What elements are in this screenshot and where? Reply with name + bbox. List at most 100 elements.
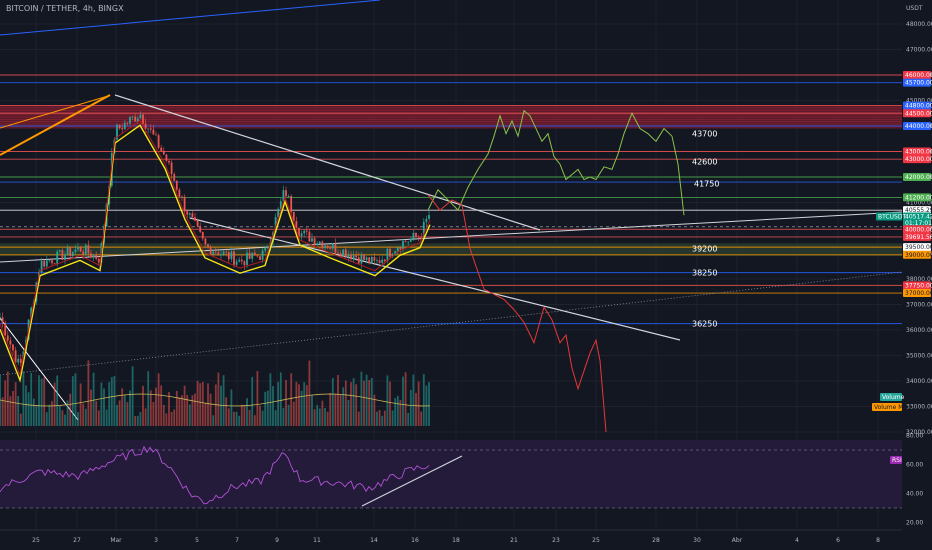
candle-body-118 <box>305 230 308 232</box>
price-tick-48000: 48000.00 <box>906 21 932 28</box>
yellow-ma-line <box>0 124 431 383</box>
candle-body-92 <box>238 259 241 262</box>
price-tag-bg-12 <box>903 225 931 234</box>
price-tag-6: 43000.00 <box>905 156 932 163</box>
blue-upper-trendline <box>0 0 381 36</box>
volume-bar-51 <box>131 366 134 426</box>
candle-body-61 <box>157 135 160 148</box>
volume-bar-89 <box>230 389 233 426</box>
candle-body-154 <box>399 247 402 250</box>
volume-bar-37 <box>95 400 98 426</box>
candle-body-23 <box>58 250 61 252</box>
volume-bar-70 <box>181 395 183 426</box>
candle-body-139 <box>360 255 363 264</box>
volume-bar-25 <box>64 414 66 426</box>
candle-body-137 <box>355 255 358 258</box>
volume-bar-11 <box>27 392 30 426</box>
candle-body-144 <box>373 256 376 261</box>
volume-bar-139 <box>360 371 363 426</box>
volume-bar-152 <box>394 398 397 426</box>
candle-body-29 <box>74 249 77 253</box>
volume-bar-109 <box>282 408 285 426</box>
volume-bar-161 <box>417 381 420 426</box>
volume-bar-57 <box>147 371 150 426</box>
volume-bar-22 <box>56 375 59 426</box>
candle-body-25 <box>64 254 66 260</box>
bullish-projection-path <box>427 109 685 216</box>
date-tick-14: 28 <box>652 537 660 544</box>
volume-bar-158 <box>409 389 412 426</box>
volume-bar-147 <box>381 415 384 426</box>
volume-bar-72 <box>186 395 189 426</box>
volume-bar-98 <box>253 415 256 426</box>
candle-body-128 <box>331 243 334 249</box>
candle-body-110 <box>285 190 287 197</box>
volume-bar-58 <box>149 390 152 426</box>
candle-body-145 <box>376 260 378 262</box>
candle-body-99 <box>256 255 259 257</box>
volume-bar-91 <box>235 411 238 426</box>
candle-body-3 <box>6 335 9 341</box>
volume-bar-16 <box>40 378 43 426</box>
moving-averages <box>0 119 431 407</box>
candle-body-143 <box>370 256 373 264</box>
price-tag-bg-5 <box>903 147 931 156</box>
candle-body-31 <box>79 246 82 252</box>
candle-body-163 <box>422 221 425 238</box>
candle-body-76 <box>196 220 199 227</box>
volume-bar-108 <box>279 372 282 426</box>
volume-bar-48 <box>123 395 126 426</box>
volume-bar-5 <box>12 391 14 426</box>
volume-bar-133 <box>344 380 347 426</box>
candle-body-30 <box>77 246 79 250</box>
candle-body-93 <box>240 259 243 262</box>
candle-body-123 <box>318 241 321 244</box>
rsi-tick-20: 20.00 <box>906 520 923 527</box>
volume-bar-143 <box>370 377 373 426</box>
date-axis[interactable]: 25 27 Mar 3 5 7 9 11 14 16 18 21 23 25 28 30 Abr 4 6 8 <box>0 529 902 544</box>
candle-body-7 <box>17 358 20 363</box>
volume-bar-116 <box>300 390 303 426</box>
volume-bar-23 <box>58 405 61 426</box>
candle-body-150 <box>389 248 391 257</box>
volume-bar-42 <box>108 382 111 426</box>
date-tick-15: 30 <box>693 537 701 544</box>
volume-bar-52 <box>134 415 137 426</box>
volume-ma-line <box>0 393 431 407</box>
volume-bar-103 <box>266 390 269 426</box>
date-tick-16: Abr <box>732 537 743 544</box>
volume-bar-49 <box>126 402 129 426</box>
candle-body-161 <box>417 236 420 238</box>
candle-body-22 <box>56 251 59 264</box>
candle-body-140 <box>363 255 365 260</box>
candle-body-132 <box>342 249 345 257</box>
price-tick-34000: 34000.00 <box>906 378 932 385</box>
volume-bar-154 <box>399 399 402 426</box>
volume-bar-67 <box>173 409 176 426</box>
candle-body-108 <box>279 201 282 209</box>
volume-bar-95 <box>246 398 248 426</box>
volume-bar-66 <box>170 411 173 426</box>
candle-body-111 <box>287 195 290 197</box>
candle-body-84 <box>217 252 220 256</box>
price-tag-bg-4 <box>903 122 931 130</box>
volume-bar-144 <box>373 394 376 426</box>
volume-bar-160 <box>415 393 417 426</box>
volume-bar-112 <box>290 373 293 426</box>
volume-bar-17 <box>43 377 46 426</box>
volume-bar-130 <box>337 375 339 426</box>
volume-bar-138 <box>357 411 360 426</box>
volume-bar-4 <box>9 396 12 426</box>
candle-body-54 <box>139 114 142 119</box>
price-tag-15: 39000.00 <box>905 252 932 259</box>
candle-body-96 <box>248 252 251 259</box>
volume-bar-127 <box>329 393 332 426</box>
volume-bar-87 <box>225 397 228 426</box>
candle-body-19 <box>48 260 51 262</box>
volume-bar-73 <box>188 404 191 426</box>
price-tag-bg-16 <box>903 281 931 290</box>
volume-bar-54 <box>139 412 142 426</box>
volume-bar-19 <box>48 404 51 426</box>
volume-bar-115 <box>298 384 300 426</box>
